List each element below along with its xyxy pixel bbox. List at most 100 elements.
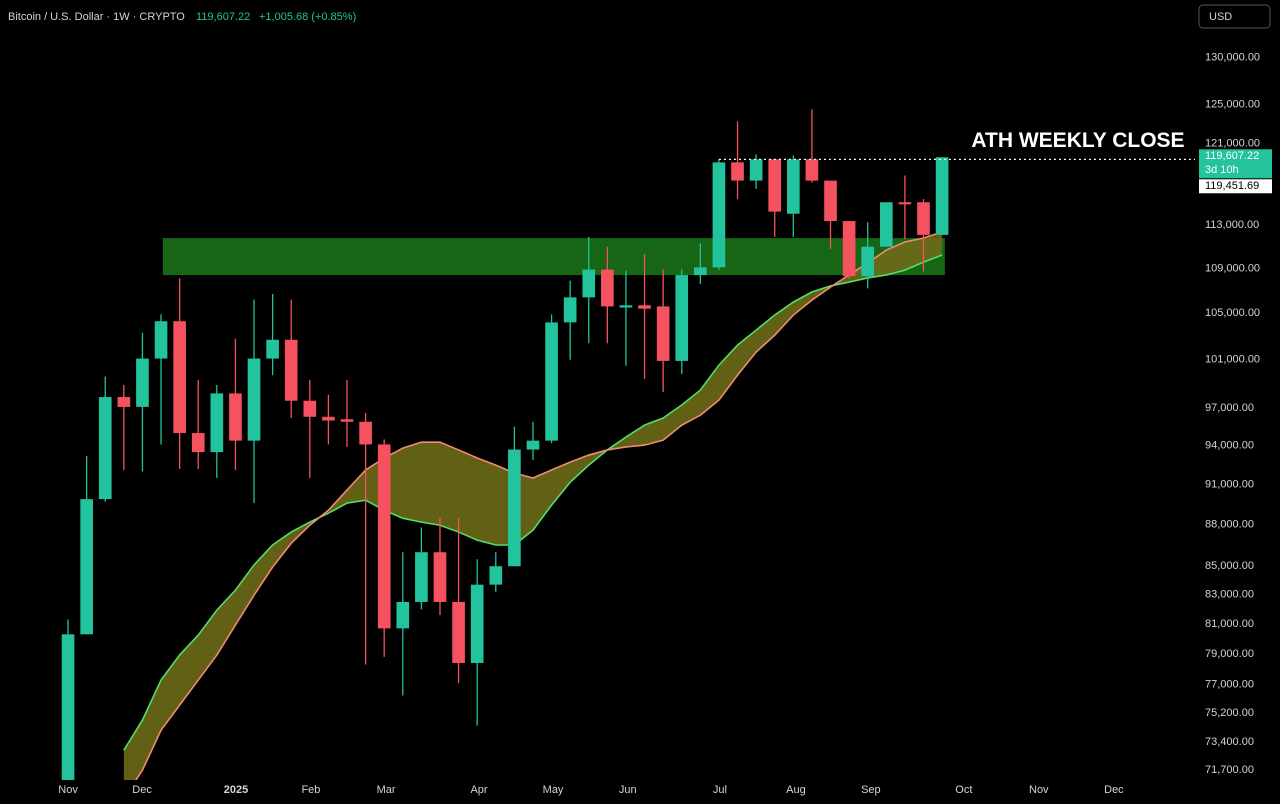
header-change: +1,005.68 (+0.85%) (259, 11, 356, 23)
ma-band (123, 232, 943, 780)
candle-body (173, 321, 186, 434)
candle-body (284, 339, 298, 401)
x-tick-label: Apr (470, 784, 487, 796)
header-price: 119,607.22 (196, 11, 250, 23)
x-tick-label: 2025 (224, 784, 248, 796)
candle-body (61, 634, 75, 780)
x-tick-label: Mar (377, 784, 396, 796)
x-tick-label: Feb (301, 784, 320, 796)
countdown-label: 3d 10h (1205, 164, 1239, 176)
plot-area (61, 109, 1195, 780)
moving-average-line (123, 254, 943, 751)
candle-body (191, 433, 205, 453)
candle-body (98, 397, 112, 500)
support-zone (162, 238, 945, 276)
y-tick-label: 109,000.00 (1205, 262, 1260, 274)
y-tick-label: 75,200.00 (1205, 707, 1254, 719)
candle-body (786, 159, 800, 214)
candle-body (359, 421, 372, 445)
y-tick-label: 130,000.00 (1205, 51, 1260, 63)
candle-body (582, 269, 596, 298)
candle-body (879, 202, 893, 247)
candle-body (452, 601, 465, 663)
x-tick-label: Nov (1029, 784, 1049, 796)
x-tick-label: Jun (619, 784, 637, 796)
moving-average-line (135, 231, 943, 780)
x-tick-label: Oct (955, 784, 972, 796)
candle-body (247, 358, 261, 441)
price-marker-tag (1199, 179, 1272, 194)
candle-body (601, 269, 614, 307)
currency-button[interactable] (1198, 4, 1271, 29)
candle-body (340, 419, 354, 422)
y-tick-label: 88,000.00 (1205, 519, 1254, 531)
candle-body (749, 159, 763, 181)
y-tick-label: 79,000.00 (1205, 648, 1254, 660)
candle-body (935, 157, 949, 235)
axes: 130,000.00 125,000.00 121,000.00 113,000.00… (58, 51, 1272, 796)
y-tick-label: 91,000.00 (1205, 478, 1254, 490)
candle-body (712, 162, 726, 268)
y-tick-label: 73,400.00 (1205, 736, 1254, 748)
candle-body (117, 397, 131, 407)
x-tick-label: May (543, 784, 564, 796)
x-tick-label: Aug (786, 784, 806, 796)
candle-body (396, 601, 410, 629)
candle-body (470, 584, 484, 663)
candle-body (415, 552, 428, 602)
y-tick-label: 77,000.00 (1205, 678, 1254, 690)
y-tick-label: 113,000.00 (1205, 219, 1259, 231)
y-tick-label: 121,000.00 (1205, 137, 1260, 149)
candle-body (824, 180, 837, 222)
candle-body (508, 449, 521, 567)
candle-body (433, 552, 447, 602)
y-tick-label: 101,000.00 (1205, 354, 1260, 366)
x-tick-label: Dec (132, 784, 152, 796)
x-tick-label: Dec (1104, 784, 1124, 796)
y-tick-label: 105,000.00 (1205, 307, 1260, 319)
price-marker-label: 119,451.69 (1205, 180, 1259, 192)
candle-body (805, 159, 819, 181)
y-tick-label: 71,700.00 (1205, 764, 1254, 776)
candle-body (545, 322, 558, 441)
y-tick-label: 125,000.00 (1205, 98, 1260, 110)
candle-body (861, 246, 875, 277)
y-tick-label: 94,000.00 (1205, 440, 1254, 452)
y-tick-label: 83,000.00 (1205, 589, 1254, 601)
candle-body (489, 566, 503, 585)
candle-body (768, 159, 782, 212)
x-tick-label: Nov (58, 784, 78, 796)
candle-body (80, 499, 93, 635)
candle-body (210, 393, 224, 453)
candle-body (526, 440, 540, 450)
x-tick-label: Sep (861, 784, 881, 796)
candle-body (303, 400, 317, 417)
candle-body (229, 393, 242, 441)
candle-body (694, 267, 707, 276)
symbol-title: Bitcoin / U.S. Dollar · 1W · CRYPTO (8, 11, 185, 23)
candle-body (322, 416, 335, 421)
x-tick-label: Jul (713, 784, 727, 796)
candle-body (656, 306, 670, 361)
candle-body (917, 202, 930, 235)
candle-body (266, 339, 279, 359)
candle-body (731, 162, 744, 181)
y-tick-label: 85,000.00 (1205, 560, 1254, 572)
candle-body (136, 358, 149, 407)
candle-body (563, 297, 577, 323)
candle-body (377, 444, 391, 629)
candle-body (154, 321, 168, 359)
y-tick-label: 81,000.00 (1205, 618, 1254, 630)
candle-body (842, 221, 856, 277)
candle-body (675, 275, 689, 361)
annotation-text: ATH WEEKLY CLOSE (971, 129, 1184, 152)
currency-label[interactable]: USD (1209, 11, 1232, 23)
candle-body (898, 202, 912, 205)
y-tick-label: 97,000.00 (1205, 402, 1254, 414)
last-price-tag (1199, 149, 1272, 179)
candle-body (638, 305, 651, 309)
candle-body (619, 305, 633, 308)
